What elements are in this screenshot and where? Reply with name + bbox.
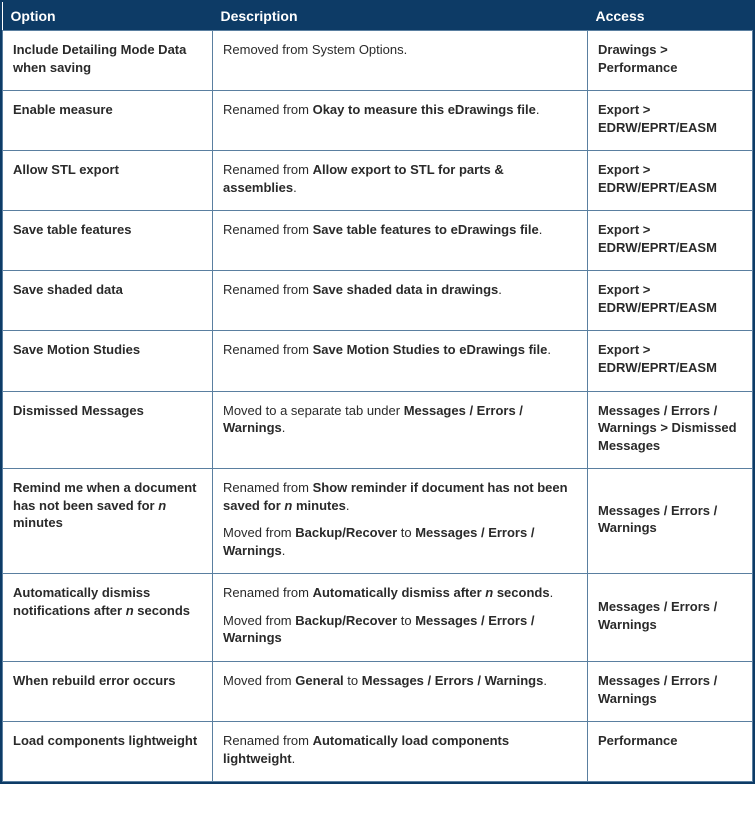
description-paragraph: Renamed from Allow export to STL for par…	[223, 161, 577, 196]
description-cell: Removed from System Options.	[213, 31, 588, 91]
table-body: Include Detailing Mode Data when saving R…	[3, 31, 753, 782]
table-row: Remind me when a document has not been s…	[3, 469, 753, 574]
description-paragraph: Renamed from Show reminder if document h…	[223, 479, 577, 514]
option-cell: Include Detailing Mode Data when saving	[3, 31, 213, 91]
description-paragraph: Removed from System Options.	[223, 41, 577, 59]
option-cell: Save shaded data	[3, 271, 213, 331]
description-paragraph: Renamed from Okay to measure this eDrawi…	[223, 101, 577, 119]
access-cell: Messages / Errors / Warnings > Dismissed…	[588, 391, 753, 469]
description-cell: Renamed from Automatically load componen…	[213, 722, 588, 782]
table-row: Save shaded data Renamed from Save shaded…	[3, 271, 753, 331]
table-row: Enable measure Renamed from Okay to measu…	[3, 91, 753, 151]
option-cell: Dismissed Messages	[3, 391, 213, 469]
access-cell: Messages / Errors / Warnings	[588, 662, 753, 722]
access-cell: Performance	[588, 722, 753, 782]
description-cell: Moved to a separate tab under Messages /…	[213, 391, 588, 469]
description-paragraph: Renamed from Save shaded data in drawing…	[223, 281, 577, 299]
table-row: Dismissed Messages Moved to a separate ta…	[3, 391, 753, 469]
table-row: Allow STL export Renamed from Allow expor…	[3, 151, 753, 211]
access-cell: Export > EDRW/EPRT/EASM	[588, 211, 753, 271]
access-cell: Drawings > Performance	[588, 31, 753, 91]
option-cell: Save Motion Studies	[3, 331, 213, 391]
description-cell: Renamed from Okay to measure this eDrawi…	[213, 91, 588, 151]
col-header-access: Access	[588, 2, 753, 31]
access-cell: Messages / Errors / Warnings	[588, 574, 753, 662]
description-paragraph: Renamed from Save table features to eDra…	[223, 221, 577, 239]
description-paragraph: Moved from Backup/Recover to Messages / …	[223, 612, 577, 647]
option-cell: Automatically dismiss notifications afte…	[3, 574, 213, 662]
table-row: When rebuild error occurs Moved from Gene…	[3, 662, 753, 722]
table-row: Load components lightweight Renamed from …	[3, 722, 753, 782]
table-row: Save table features Renamed from Save tab…	[3, 211, 753, 271]
table-row: Automatically dismiss notifications afte…	[3, 574, 753, 662]
description-paragraph: Renamed from Automatically load componen…	[223, 732, 577, 767]
access-cell: Export > EDRW/EPRT/EASM	[588, 271, 753, 331]
description-paragraph: Renamed from Automatically dismiss after…	[223, 584, 577, 602]
table-row: Include Detailing Mode Data when saving R…	[3, 31, 753, 91]
table-row: Save Motion Studies Renamed from Save Mot…	[3, 331, 753, 391]
description-cell: Renamed from Save shaded data in drawing…	[213, 271, 588, 331]
option-cell: Load components lightweight	[3, 722, 213, 782]
description-cell: Moved from General to Messages / Errors …	[213, 662, 588, 722]
description-cell: Renamed from Show reminder if document h…	[213, 469, 588, 574]
description-paragraph: Moved from Backup/Recover to Messages / …	[223, 524, 577, 559]
description-paragraph: Moved from General to Messages / Errors …	[223, 672, 577, 690]
description-cell: Renamed from Save table features to eDra…	[213, 211, 588, 271]
description-cell: Renamed from Allow export to STL for par…	[213, 151, 588, 211]
options-table-container: Option Description Access Include Detail…	[0, 0, 755, 784]
option-cell: Save table features	[3, 211, 213, 271]
option-cell: Enable measure	[3, 91, 213, 151]
access-cell: Export > EDRW/EPRT/EASM	[588, 151, 753, 211]
col-header-description: Description	[213, 2, 588, 31]
description-paragraph: Renamed from Save Motion Studies to eDra…	[223, 341, 577, 359]
access-cell: Export > EDRW/EPRT/EASM	[588, 331, 753, 391]
access-cell: Messages / Errors / Warnings	[588, 469, 753, 574]
description-cell: Renamed from Automatically dismiss after…	[213, 574, 588, 662]
option-cell: Remind me when a document has not been s…	[3, 469, 213, 574]
col-header-option: Option	[3, 2, 213, 31]
table-header: Option Description Access	[3, 2, 753, 31]
description-cell: Renamed from Save Motion Studies to eDra…	[213, 331, 588, 391]
option-cell: When rebuild error occurs	[3, 662, 213, 722]
options-table: Option Description Access Include Detail…	[2, 2, 753, 782]
option-cell: Allow STL export	[3, 151, 213, 211]
description-paragraph: Moved to a separate tab under Messages /…	[223, 402, 577, 437]
access-cell: Export > EDRW/EPRT/EASM	[588, 91, 753, 151]
